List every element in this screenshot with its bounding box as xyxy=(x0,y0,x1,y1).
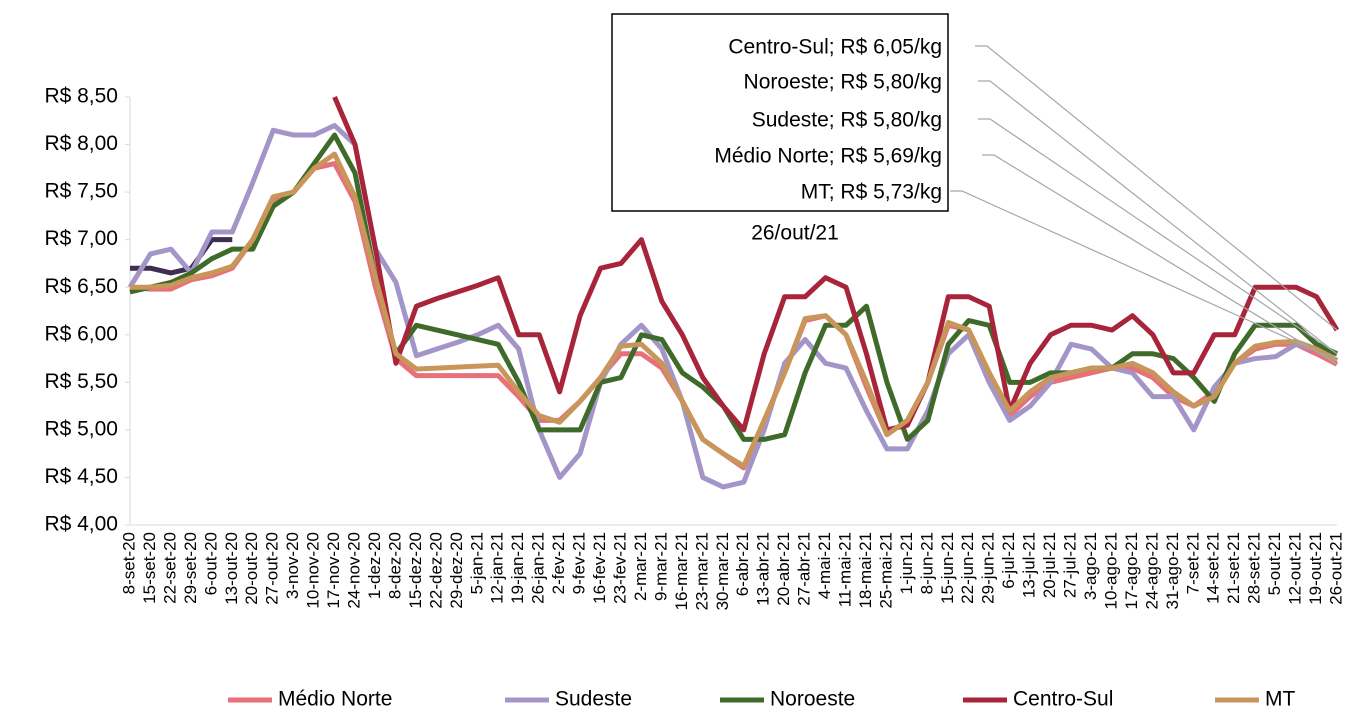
x-tick-label: 29-dez-20 xyxy=(447,532,466,609)
y-tick-label: R$ 8,00 xyxy=(44,132,118,155)
y-tick-label: R$ 6,00 xyxy=(44,322,118,345)
series-line xyxy=(127,123,1338,490)
x-tick-label: 8-jun-21 xyxy=(917,532,936,594)
x-tick-label: 26-out-21 xyxy=(1326,532,1345,605)
x-tick-label: 5-out-21 xyxy=(1265,532,1284,595)
x-tick-label: 6-abr-21 xyxy=(733,532,752,596)
legend-label: Sudeste xyxy=(555,688,632,711)
x-tick-label: 16-mar-21 xyxy=(672,532,691,610)
x-tick-label: 25-mai-21 xyxy=(876,532,895,609)
y-tick-label: R$ 8,50 xyxy=(44,85,118,108)
x-tick-label: 19-out-21 xyxy=(1306,532,1325,605)
x-tick-label: 22-jun-21 xyxy=(958,532,977,604)
annotation-date: 26/out/21 xyxy=(751,222,839,245)
x-tick-label: 29-set-20 xyxy=(181,532,200,604)
y-tick-label: R$ 4,00 xyxy=(44,513,118,536)
x-tick-label: 10-nov-20 xyxy=(304,532,323,609)
x-tick-label: 12-out-21 xyxy=(1286,532,1305,605)
x-tick-label: 20-abr-21 xyxy=(774,532,793,606)
x-tick-label: 17-ago-21 xyxy=(1122,532,1141,610)
x-tick-label: 13-out-20 xyxy=(222,532,241,605)
x-tick-label: 24-nov-20 xyxy=(345,532,364,609)
x-tick-label: 20-out-20 xyxy=(242,532,261,605)
x-tick-label: 21-set-21 xyxy=(1224,532,1243,604)
x-tick-label: 30-mar-21 xyxy=(713,532,732,610)
annotation-box xyxy=(611,13,949,212)
x-tick-label: 27-jul-21 xyxy=(1061,532,1080,598)
x-tick-label: 22-dez-20 xyxy=(426,532,445,609)
series-line xyxy=(332,96,1340,433)
legend-label: Médio Norte xyxy=(278,688,392,711)
x-tick-label: 15-set-20 xyxy=(140,532,159,604)
legend-label: MT xyxy=(1265,688,1295,711)
y-tick-label: R$ 5,50 xyxy=(44,370,118,393)
x-tick-label: 3-nov-20 xyxy=(283,532,302,599)
series-line xyxy=(130,151,1339,469)
x-tick-label: 6-out-20 xyxy=(201,532,220,595)
x-tick-label: 12-jan-21 xyxy=(488,532,507,604)
x-tick-label: 6-jul-21 xyxy=(999,532,1018,589)
x-tick-label: 13-abr-21 xyxy=(754,532,773,606)
y-tick-label: R$ 5,00 xyxy=(44,417,118,440)
x-tick-label: 27-out-20 xyxy=(263,532,282,605)
x-tick-label: 9-fev-21 xyxy=(570,532,589,594)
annotation-label: Sudeste; R$ 5,80/kg xyxy=(752,109,942,132)
x-tick-label: 2-fev-21 xyxy=(549,532,568,594)
x-tick-label: 1-jun-21 xyxy=(897,532,916,594)
annotation-label: Centro-Sul; R$ 6,05/kg xyxy=(728,36,942,59)
x-tick-label: 28-set-21 xyxy=(1245,532,1264,604)
y-tick-label: R$ 7,00 xyxy=(44,227,118,250)
annotation-label: Médio Norte; R$ 5,69/kg xyxy=(714,145,942,168)
x-tick-label: 24-ago-21 xyxy=(1142,532,1161,610)
x-tick-label: 29-jun-21 xyxy=(979,532,998,604)
x-tick-label: 14-set-21 xyxy=(1204,532,1223,604)
x-tick-label: 5-jan-21 xyxy=(467,532,486,594)
annotation-label: MT; R$ 5,73/kg xyxy=(801,181,942,204)
series-line xyxy=(130,237,233,276)
x-tick-label: 10-ago-21 xyxy=(1101,532,1120,610)
leader-line xyxy=(978,118,1338,355)
annotation-label: Noroeste; R$ 5,80/kg xyxy=(744,71,942,94)
series-line xyxy=(129,132,1339,442)
leader-line xyxy=(978,80,1338,355)
x-tick-label: 13-jul-21 xyxy=(1020,532,1039,598)
x-tick-label: 1-dez-20 xyxy=(365,532,384,599)
x-tick-label: 18-mai-21 xyxy=(856,532,875,609)
x-tick-label: 7-set-21 xyxy=(1183,532,1202,594)
leader-line xyxy=(975,45,1338,331)
x-tick-label: 23-fev-21 xyxy=(610,532,629,604)
x-tick-label: 11-mai-21 xyxy=(836,532,855,607)
legend-label: Noroeste xyxy=(770,688,855,711)
x-tick-label: 8-set-20 xyxy=(119,532,138,594)
y-tick-label: R$ 6,50 xyxy=(44,275,118,298)
y-tick-label: R$ 4,50 xyxy=(44,465,118,488)
x-tick-label: 8-dez-20 xyxy=(385,532,404,599)
x-tick-label: 19-jan-21 xyxy=(508,532,527,604)
x-tick-label: 9-mar-21 xyxy=(651,532,670,601)
x-tick-label: 22-set-20 xyxy=(160,532,179,604)
x-tick-label: 3-ago-21 xyxy=(1081,532,1100,600)
x-tick-label: 4-mai-21 xyxy=(815,532,834,599)
x-tick-label: 15-jun-21 xyxy=(938,532,957,604)
x-tick-label: 17-nov-20 xyxy=(324,532,343,609)
x-tick-label: 26-jan-21 xyxy=(529,532,548,604)
x-tick-label: 15-dez-20 xyxy=(406,532,425,609)
x-tick-label: 16-fev-21 xyxy=(590,532,609,604)
x-tick-label: 27-abr-21 xyxy=(795,532,814,606)
x-tick-label: 20-jul-21 xyxy=(1040,532,1059,598)
legend-label: Centro-Sul xyxy=(1013,688,1113,711)
x-tick-label: 23-mar-21 xyxy=(692,532,711,610)
x-tick-label: 31-ago-21 xyxy=(1163,532,1182,610)
y-tick-label: R$ 7,50 xyxy=(44,180,118,203)
leader-line xyxy=(982,154,1338,365)
leader-line xyxy=(950,190,1338,362)
x-tick-label: 2-mar-21 xyxy=(631,532,650,601)
